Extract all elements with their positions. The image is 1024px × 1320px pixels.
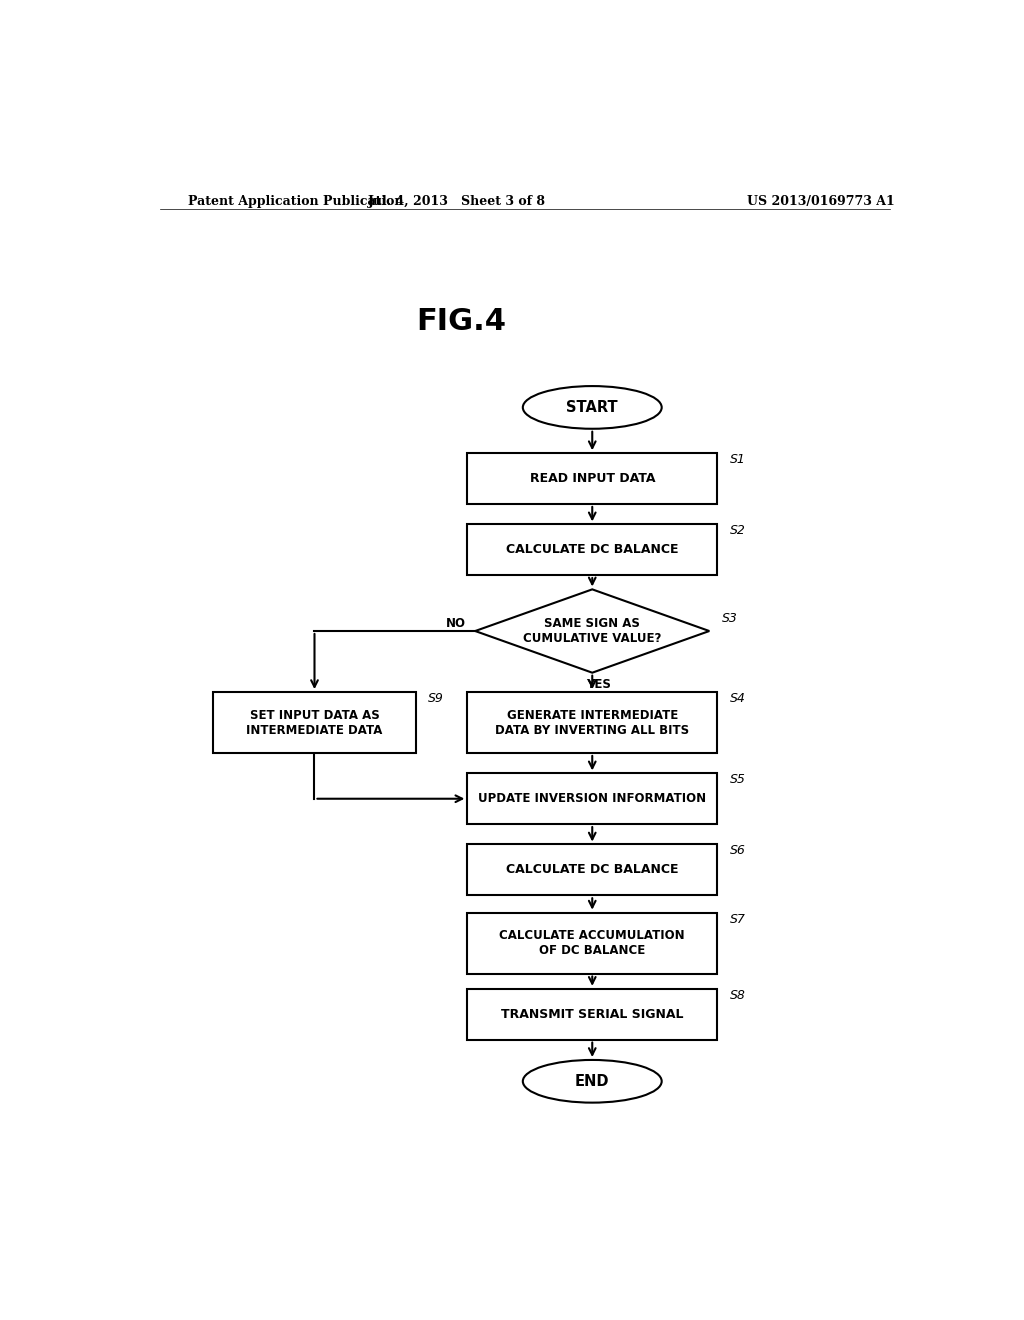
- Text: S8: S8: [730, 989, 745, 1002]
- Text: S5: S5: [730, 774, 745, 787]
- Text: CALCULATE DC BALANCE: CALCULATE DC BALANCE: [506, 863, 679, 876]
- Text: NO: NO: [445, 618, 466, 631]
- Polygon shape: [475, 589, 710, 673]
- Ellipse shape: [523, 385, 662, 429]
- Text: S4: S4: [730, 692, 745, 705]
- FancyBboxPatch shape: [467, 912, 717, 974]
- Text: GENERATE INTERMEDIATE
DATA BY INVERTING ALL BITS: GENERATE INTERMEDIATE DATA BY INVERTING …: [496, 709, 689, 737]
- Text: YES: YES: [586, 677, 611, 690]
- Text: S1: S1: [730, 453, 745, 466]
- FancyBboxPatch shape: [467, 989, 717, 1040]
- FancyBboxPatch shape: [467, 774, 717, 824]
- FancyBboxPatch shape: [467, 692, 717, 752]
- Text: S2: S2: [730, 524, 745, 537]
- FancyBboxPatch shape: [467, 524, 717, 576]
- Text: Patent Application Publication: Patent Application Publication: [187, 194, 403, 207]
- Text: TRANSMIT SERIAL SIGNAL: TRANSMIT SERIAL SIGNAL: [501, 1007, 683, 1020]
- Text: Jul. 4, 2013   Sheet 3 of 8: Jul. 4, 2013 Sheet 3 of 8: [369, 194, 547, 207]
- Text: FIG.4: FIG.4: [417, 306, 506, 335]
- Text: S9: S9: [428, 692, 444, 705]
- Text: UPDATE INVERSION INFORMATION: UPDATE INVERSION INFORMATION: [478, 792, 707, 805]
- Text: START: START: [566, 400, 618, 414]
- FancyBboxPatch shape: [467, 453, 717, 504]
- FancyBboxPatch shape: [467, 845, 717, 895]
- Text: CALCULATE DC BALANCE: CALCULATE DC BALANCE: [506, 544, 679, 556]
- FancyBboxPatch shape: [213, 692, 416, 752]
- Text: END: END: [575, 1073, 609, 1089]
- Text: SET INPUT DATA AS
INTERMEDIATE DATA: SET INPUT DATA AS INTERMEDIATE DATA: [247, 709, 383, 737]
- Text: US 2013/0169773 A1: US 2013/0169773 A1: [748, 194, 895, 207]
- Text: S6: S6: [730, 845, 745, 858]
- Ellipse shape: [523, 1060, 662, 1102]
- Text: S3: S3: [722, 612, 738, 626]
- Text: CALCULATE ACCUMULATION
OF DC BALANCE: CALCULATE ACCUMULATION OF DC BALANCE: [500, 929, 685, 957]
- Text: SAME SIGN AS
CUMULATIVE VALUE?: SAME SIGN AS CUMULATIVE VALUE?: [523, 616, 662, 645]
- Text: S7: S7: [730, 912, 745, 925]
- Text: READ INPUT DATA: READ INPUT DATA: [529, 473, 655, 484]
